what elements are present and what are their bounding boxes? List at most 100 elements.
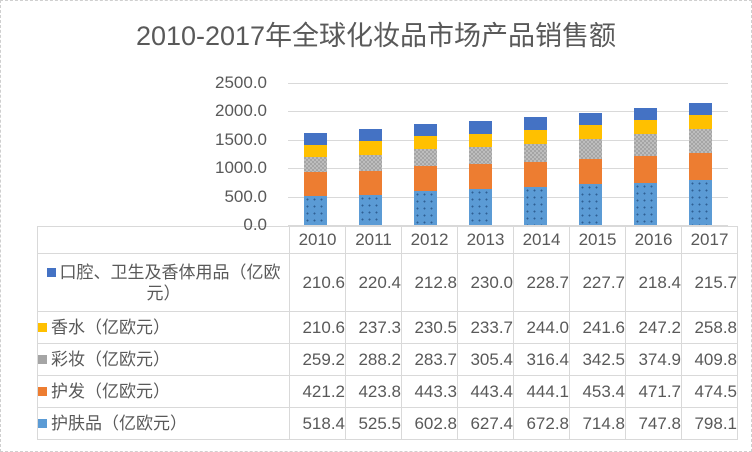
bar-segment-hair-care-2014[interactable] [524,161,547,187]
y-axis-tick-label[interactable]: 500.0 [224,186,267,206]
value-cell-perfume-2012[interactable]: 230.5 [401,311,458,344]
bar-segment-perfume-2016[interactable] [634,120,657,135]
y-axis-tick-label[interactable]: 1000.0 [215,158,267,178]
bar-segment-color-cosmetics-2015[interactable] [579,139,602,159]
value-cell-oral-hygiene-2015[interactable]: 227.7 [569,253,626,312]
category-label-2016[interactable]: 2016 [625,226,682,254]
bar-segment-skin-care-2015[interactable] [579,184,602,225]
bar-segment-perfume-2014[interactable] [524,129,547,144]
category-label-2010[interactable]: 2010 [289,226,346,254]
value-cell-oral-hygiene-2013[interactable]: 230.0 [457,253,514,312]
value-cell-perfume-2017[interactable]: 258.8 [681,311,738,344]
bar-segment-perfume-2012[interactable] [414,136,437,150]
bar-segment-perfume-2017[interactable] [689,114,712,130]
bar-segment-color-cosmetics-2010[interactable] [304,156,327,172]
value-cell-hair-care-2015[interactable]: 453.4 [569,375,626,408]
bar-segment-skin-care-2010[interactable] [304,195,327,225]
value-cell-oral-hygiene-2014[interactable]: 228.7 [513,253,570,312]
value-cell-color-cosmetics-2015[interactable]: 342.5 [569,343,626,376]
category-label-2011[interactable]: 2011 [345,226,402,254]
value-cell-skin-care-2015[interactable]: 714.8 [569,407,626,440]
y-axis-tick-label[interactable]: 0.0 [243,215,267,234]
bar-segment-oral-hygiene-2011[interactable] [359,128,382,142]
category-label-2015[interactable]: 2015 [569,226,626,254]
value-cell-color-cosmetics-2010[interactable]: 259.2 [289,343,346,376]
value-cell-hair-care-2014[interactable]: 444.1 [513,375,570,408]
bar-segment-skin-care-2012[interactable] [414,190,437,225]
bar-segment-color-cosmetics-2011[interactable] [359,154,382,172]
bar-segment-color-cosmetics-2012[interactable] [414,149,437,166]
series-label-perfume[interactable]: 香水（亿欧元） [37,311,290,344]
bar-segment-skin-care-2014[interactable] [524,186,547,225]
category-label-2017[interactable]: 2017 [681,226,738,254]
bar-segment-color-cosmetics-2014[interactable] [524,143,547,162]
value-cell-skin-care-2013[interactable]: 627.4 [457,407,514,440]
category-label-2012[interactable]: 2012 [401,226,458,254]
bar-segment-oral-hygiene-2013[interactable] [469,120,492,134]
y-axis-tick-label[interactable]: 1500.0 [215,129,267,149]
bar-segment-color-cosmetics-2017[interactable] [689,129,712,153]
value-cell-color-cosmetics-2013[interactable]: 305.4 [457,343,514,376]
value-cell-skin-care-2012[interactable]: 602.8 [401,407,458,440]
bar-segment-perfume-2011[interactable] [359,141,382,155]
value-cell-color-cosmetics-2017[interactable]: 409.8 [681,343,738,376]
value-cell-hair-care-2013[interactable]: 443.4 [457,375,514,408]
bar-segment-color-cosmetics-2013[interactable] [469,146,492,165]
bar-segment-oral-hygiene-2017[interactable] [689,102,712,115]
value-cell-color-cosmetics-2011[interactable]: 288.2 [345,343,402,376]
value-cell-perfume-2011[interactable]: 237.3 [345,311,402,344]
category-label-2013[interactable]: 2013 [457,226,514,254]
category-label-2014[interactable]: 2014 [513,226,570,254]
y-axis-tick-label[interactable]: 2500.0 [215,73,267,92]
bar-segment-oral-hygiene-2014[interactable] [524,116,547,130]
value-cell-hair-care-2017[interactable]: 474.5 [681,375,738,408]
bar-segment-color-cosmetics-2016[interactable] [634,134,657,156]
bar-segment-hair-care-2015[interactable] [579,158,602,185]
value-cell-color-cosmetics-2016[interactable]: 374.9 [625,343,682,376]
series-label-oral-hygiene[interactable]: 口腔、卫生及香体用品（亿欧元） [37,253,290,312]
bar-segment-oral-hygiene-2012[interactable] [414,124,437,137]
bar-segment-skin-care-2013[interactable] [469,189,492,225]
series-label-color-cosmetics[interactable]: 彩妆（亿欧元） [37,343,290,376]
bar-segment-perfume-2010[interactable] [304,144,327,157]
bar-segment-hair-care-2016[interactable] [634,155,657,183]
value-cell-skin-care-2014[interactable]: 672.8 [513,407,570,440]
value-cell-oral-hygiene-2011[interactable]: 220.4 [345,253,402,312]
bar-segment-perfume-2015[interactable] [579,125,602,140]
value-cell-color-cosmetics-2014[interactable]: 316.4 [513,343,570,376]
value-cell-perfume-2015[interactable]: 241.6 [569,311,626,344]
bar-segment-skin-care-2017[interactable] [689,179,712,225]
value-cell-oral-hygiene-2016[interactable]: 218.4 [625,253,682,312]
value-cell-hair-care-2010[interactable]: 421.2 [289,375,346,408]
bar-segment-perfume-2013[interactable] [469,133,492,147]
chart-title[interactable]: 2010-2017年全球化妆品市场产品销售额 [135,21,617,51]
bar-segment-oral-hygiene-2015[interactable] [579,112,602,126]
value-cell-hair-care-2012[interactable]: 443.3 [401,375,458,408]
bar-segment-skin-care-2011[interactable] [359,195,382,225]
bar-segment-hair-care-2010[interactable] [304,171,327,196]
value-cell-perfume-2013[interactable]: 233.7 [457,311,514,344]
value-cell-skin-care-2011[interactable]: 525.5 [345,407,402,440]
value-cell-perfume-2010[interactable]: 210.6 [289,311,346,344]
bar-segment-hair-care-2017[interactable] [689,152,712,180]
value-cell-perfume-2014[interactable]: 244.0 [513,311,570,344]
bar-segment-hair-care-2012[interactable] [414,165,437,191]
bar-segment-oral-hygiene-2016[interactable] [634,108,657,121]
value-cell-oral-hygiene-2017[interactable]: 215.7 [681,253,738,312]
value-cell-hair-care-2016[interactable]: 471.7 [625,375,682,408]
value-cell-hair-care-2011[interactable]: 423.8 [345,375,402,408]
series-label-hair-care[interactable]: 护发（亿欧元） [37,375,290,408]
bar-segment-hair-care-2013[interactable] [469,164,492,190]
value-cell-skin-care-2017[interactable]: 798.1 [681,407,738,440]
bar-segment-hair-care-2011[interactable] [359,171,382,196]
bar-segment-skin-care-2016[interactable] [634,182,657,225]
value-cell-oral-hygiene-2010[interactable]: 210.6 [289,253,346,312]
value-cell-perfume-2016[interactable]: 247.2 [625,311,682,344]
value-cell-color-cosmetics-2012[interactable]: 283.7 [401,343,458,376]
y-axis-tick-label[interactable]: 2000.0 [215,101,267,121]
bar-segment-oral-hygiene-2010[interactable] [304,133,327,145]
value-cell-skin-care-2016[interactable]: 747.8 [625,407,682,440]
value-cell-skin-care-2010[interactable]: 518.4 [289,407,346,440]
series-label-skin-care[interactable]: 护肤品（亿欧元） [37,407,290,440]
value-cell-oral-hygiene-2012[interactable]: 212.8 [401,253,458,312]
